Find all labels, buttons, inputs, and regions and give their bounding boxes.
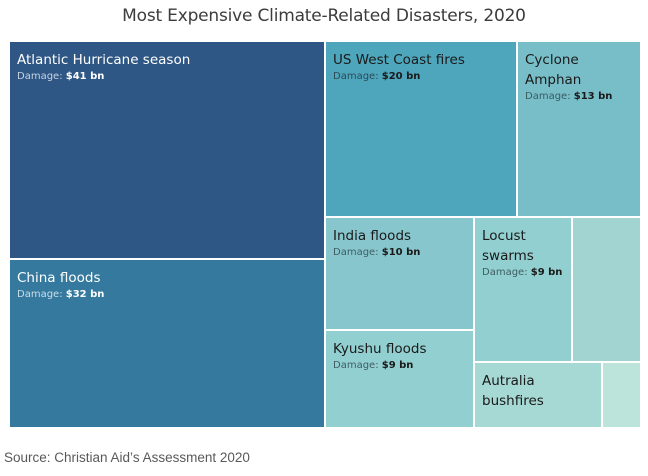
cell-name: China floods: [17, 270, 101, 286]
cell-label: Kyushu floods Damage: $9 bn: [333, 339, 469, 373]
treemap: Atlantic Hurricane season Damage: $41 bn C…: [9, 41, 641, 428]
cell-name: Autralia bushfires: [482, 373, 544, 409]
cell-name: Kyushu floods: [333, 341, 427, 357]
cell-name: India floods: [333, 228, 412, 244]
treemap-cell: Cyclone Amphan Damage: $13 bn: [517, 41, 641, 217]
cell-label: Locust swarms Damage: $9 bn: [482, 226, 567, 280]
cell-label: US West Coast fires Damage: $20 bn: [333, 50, 512, 84]
cell-label: India floods Damage: $10 bn: [333, 226, 469, 260]
cell-damage: Damage: $20 bn: [333, 71, 421, 82]
chart-title: Most Expensive Climate-Related Disasters…: [122, 6, 526, 26]
cell-damage: Damage: $10 bn: [333, 247, 421, 258]
treemap-cell: China floods Damage: $32 bn: [9, 259, 325, 428]
cell-label: Atlantic Hurricane season Damage: $41 bn: [17, 50, 320, 84]
treemap-cell: India floods Damage: $10 bn: [325, 217, 474, 330]
cell-name: Atlantic Hurricane season: [17, 52, 191, 68]
cell-damage: Damage: $9 bn: [482, 267, 563, 278]
treemap-cell: Atlantic Hurricane season Damage: $41 bn: [9, 41, 325, 259]
treemap-cell: Autralia bushfires: [474, 362, 602, 428]
cell-label: China floods Damage: $32 bn: [17, 268, 320, 302]
treemap-cell: [602, 362, 641, 428]
cell-name: Locust swarms: [482, 228, 534, 264]
cell-name: US West Coast fires: [333, 52, 465, 68]
treemap-cell: Locust swarms Damage: $9 bn: [474, 217, 572, 362]
cell-damage: Damage: $9 bn: [333, 360, 414, 371]
cell-label: Cyclone Amphan Damage: $13 bn: [525, 50, 636, 104]
cell-damage: Damage: $13 bn: [525, 91, 613, 102]
cell-name: Cyclone Amphan: [525, 52, 582, 88]
cell-damage: Damage: $32 bn: [17, 289, 105, 300]
cell-damage: Damage: $41 bn: [17, 71, 105, 82]
treemap-cell: [572, 217, 641, 362]
source-note: Source: Christian Aid’s Assessment 2020: [4, 450, 250, 465]
treemap-cell: Kyushu floods Damage: $9 bn: [325, 330, 474, 428]
treemap-cell: US West Coast fires Damage: $20 bn: [325, 41, 517, 217]
cell-label: Autralia bushfires: [482, 371, 597, 411]
